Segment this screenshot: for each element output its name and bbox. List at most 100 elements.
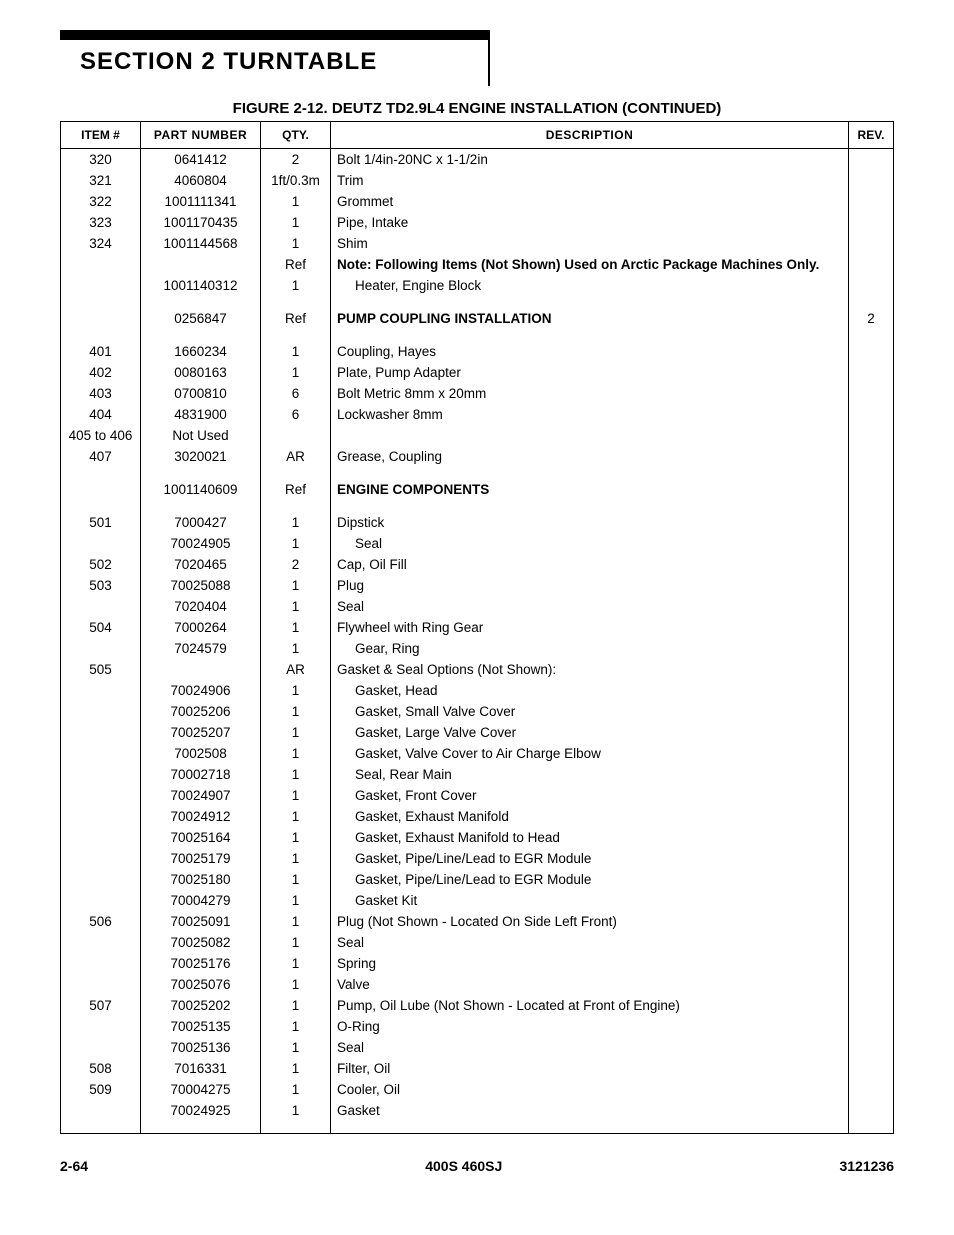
footer-doc-num: 3121236 xyxy=(839,1158,894,1174)
desc-text: Seal, Rear Main xyxy=(337,767,452,782)
cell xyxy=(61,890,141,911)
cell: 1 xyxy=(261,806,331,827)
desc-text: Gasket xyxy=(337,1103,380,1118)
cell xyxy=(849,191,894,212)
cell xyxy=(61,308,141,329)
cell: 1 xyxy=(261,362,331,383)
desc-text: ENGINE COMPONENTS xyxy=(337,482,489,497)
cell: 401 xyxy=(61,341,141,362)
table-row xyxy=(61,296,894,308)
table-row: 32410011445681Shim xyxy=(61,233,894,254)
table-row: 40200801631Plate, Pump Adapter xyxy=(61,362,894,383)
col-header-item: ITEM # xyxy=(61,122,141,149)
cell: Bolt Metric 8mm x 20mm xyxy=(331,383,849,404)
table-row: 700249121Gasket, Exhaust Manifold xyxy=(61,806,894,827)
cell: 1 xyxy=(261,1037,331,1058)
table-body: 32006414122Bolt 1/4in-20NC x 1-1/2in3214… xyxy=(61,149,894,1134)
cell xyxy=(849,785,894,806)
cell: 6 xyxy=(261,383,331,404)
header-row: ITEM # PART NUMBER QTY. DESCRIPTION REV. xyxy=(61,122,894,149)
cell: Gasket, Valve Cover to Air Charge Elbow xyxy=(331,743,849,764)
cell xyxy=(849,212,894,233)
table-row: 32210011113411Grommet xyxy=(61,191,894,212)
cell xyxy=(849,701,894,722)
cell: Seal, Rear Main xyxy=(331,764,849,785)
cell xyxy=(849,554,894,575)
parts-table: ITEM # PART NUMBER QTY. DESCRIPTION REV.… xyxy=(60,121,894,1134)
cell: 1 xyxy=(261,953,331,974)
table-row: 700042791 Gasket Kit xyxy=(61,890,894,911)
cell: 7000264 xyxy=(141,617,261,638)
cell xyxy=(849,1058,894,1079)
table-row: 700251361Seal xyxy=(61,1037,894,1058)
cell: 1 xyxy=(261,275,331,296)
cell: 502 xyxy=(61,554,141,575)
desc-text: Plug (Not Shown - Located On Side Left F… xyxy=(337,914,617,929)
cell: Gasket, Large Valve Cover xyxy=(331,722,849,743)
cell: 3020021 xyxy=(141,446,261,467)
cell: Heater, Engine Block xyxy=(331,275,849,296)
cell: 1 xyxy=(261,932,331,953)
cell: 1001170435 xyxy=(141,212,261,233)
cell: 70025091 xyxy=(141,911,261,932)
cell: Plug (Not Shown - Located On Side Left F… xyxy=(331,911,849,932)
cell xyxy=(849,827,894,848)
cell: 508 xyxy=(61,1058,141,1079)
cell xyxy=(849,533,894,554)
cell: Shim xyxy=(331,233,849,254)
cell: 70025180 xyxy=(141,869,261,890)
cell: 70004279 xyxy=(141,890,261,911)
cell: 1 xyxy=(261,890,331,911)
cell: 4060804 xyxy=(141,170,261,191)
cell: 405 to 406 xyxy=(61,425,141,446)
table-row: 32140608041ft/0.3mTrim xyxy=(61,170,894,191)
cell: O-Ring xyxy=(331,1016,849,1037)
cell: 70025135 xyxy=(141,1016,261,1037)
cell xyxy=(849,254,894,275)
cell: 1 xyxy=(261,827,331,848)
cell: 4831900 xyxy=(141,404,261,425)
cell: Ref xyxy=(261,479,331,500)
cell: 70025206 xyxy=(141,701,261,722)
cell: 70024905 xyxy=(141,533,261,554)
cell: 70025164 xyxy=(141,827,261,848)
cell: Gasket Kit xyxy=(331,890,849,911)
cell: Pipe, Intake xyxy=(331,212,849,233)
desc-text: Gasket Kit xyxy=(337,893,417,908)
cell: Dipstick xyxy=(331,512,849,533)
cell: Coupling, Hayes xyxy=(331,341,849,362)
cell: 70025176 xyxy=(141,953,261,974)
footer-page-num: 2-64 xyxy=(60,1158,88,1174)
desc-text: Gasket, Exhaust Manifold xyxy=(337,809,509,824)
cell: Bolt 1/4in-20NC x 1-1/2in xyxy=(331,149,849,171)
cell: 7002508 xyxy=(141,743,261,764)
cell: 1 xyxy=(261,1079,331,1100)
cell: 1 xyxy=(261,995,331,1016)
cell xyxy=(61,932,141,953)
desc-text: Seal xyxy=(337,935,364,950)
col-header-part: PART NUMBER xyxy=(141,122,261,149)
cell: 321 xyxy=(61,170,141,191)
section-header-bar: SECTION 2 TURNTABLE xyxy=(60,30,490,86)
cell: 7024579 xyxy=(141,638,261,659)
table-row: 70204041Seal xyxy=(61,596,894,617)
cell: Gasket, Pipe/Line/Lead to EGR Module xyxy=(331,848,849,869)
cell: PUMP COUPLING INSTALLATION xyxy=(331,308,849,329)
cell: 501 xyxy=(61,512,141,533)
cell xyxy=(849,1016,894,1037)
cell xyxy=(61,974,141,995)
table-row: 700252071Gasket, Large Valve Cover xyxy=(61,722,894,743)
cell xyxy=(61,254,141,275)
col-header-rev: REV. xyxy=(849,122,894,149)
cell: 70025076 xyxy=(141,974,261,995)
desc-text: Coupling, Hayes xyxy=(337,344,436,359)
cell: 1 xyxy=(261,848,331,869)
section-title: SECTION 2 TURNTABLE xyxy=(60,48,488,76)
desc-text: Gasket, Front Cover xyxy=(337,788,477,803)
table-row: 505ARGasket & Seal Options (Not Shown): xyxy=(61,659,894,680)
cell xyxy=(849,953,894,974)
desc-text: Grease, Coupling xyxy=(337,449,442,464)
table-row: 50170004271Dipstick xyxy=(61,512,894,533)
cell: Grease, Coupling xyxy=(331,446,849,467)
cell xyxy=(849,659,894,680)
